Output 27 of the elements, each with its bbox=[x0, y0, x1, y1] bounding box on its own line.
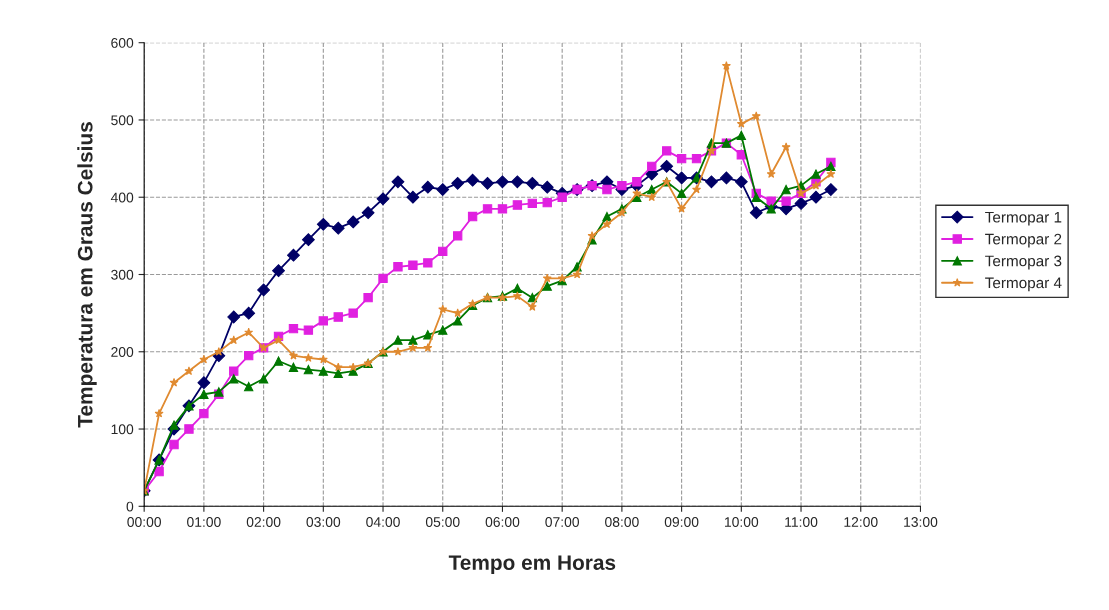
legend-label: Termopar 4 bbox=[985, 277, 1062, 292]
y-tick-label: 500 bbox=[111, 115, 134, 126]
legend-label: Termopar 3 bbox=[985, 255, 1062, 270]
y-tick-label: 0 bbox=[126, 501, 134, 512]
x-tick-label: 12:00 bbox=[844, 517, 878, 527]
x-tick-label: 07:00 bbox=[545, 517, 580, 527]
x-tick-label: 03:00 bbox=[306, 517, 341, 527]
legend-label: Termopar 2 bbox=[985, 233, 1062, 248]
x-tick-label: 09:00 bbox=[664, 517, 699, 527]
x-tick-label: 13:00 bbox=[904, 517, 938, 527]
legend-label: Termopar 1 bbox=[985, 211, 1062, 226]
x-tick-label: 01:00 bbox=[187, 517, 221, 527]
x-axis-title: Tempo em Horas bbox=[448, 555, 616, 575]
x-tick-label: 08:00 bbox=[605, 517, 639, 527]
x-tick-label: 11:00 bbox=[785, 517, 818, 527]
x-tick-label: 05:00 bbox=[425, 517, 460, 527]
x-tick-label: 02:00 bbox=[246, 517, 281, 527]
y-axis-title: Temperatura em Graus Celsius bbox=[77, 122, 97, 428]
x-tick-label: 06:00 bbox=[485, 517, 520, 527]
x-tick-label: 10:00 bbox=[725, 517, 759, 527]
y-tick-label: 200 bbox=[111, 347, 134, 357]
y-tick-label: 400 bbox=[110, 192, 134, 203]
y-tick-label: 100 bbox=[111, 424, 134, 435]
y-tick-label: 600 bbox=[111, 38, 134, 48]
x-tick-label: 04:00 bbox=[366, 517, 400, 527]
y-tick-label: 300 bbox=[111, 269, 134, 280]
x-tick-label: 00:00 bbox=[127, 517, 162, 527]
